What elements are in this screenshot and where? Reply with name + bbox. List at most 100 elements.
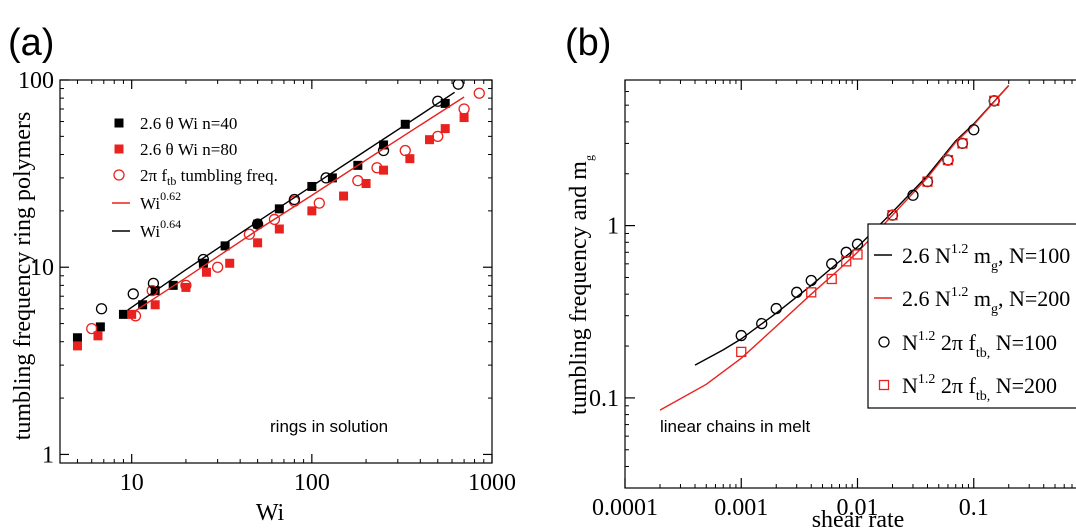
chart-b-series-3-point xyxy=(826,273,837,285)
chart-a-series-1-point xyxy=(253,238,263,248)
chart-b-ylabel: tumbling frequency and mg xyxy=(566,155,596,415)
chart-a-series-3-point xyxy=(377,144,390,157)
chart-b-legend-sup: 1.2 xyxy=(918,372,936,387)
chart-b-legend-a: 2.6 N xyxy=(902,243,951,268)
chart-a-xlabel: Wi xyxy=(256,500,285,526)
chart-a-series-0-point xyxy=(220,241,230,251)
chart-a-legend-label: 2.6 θ Wi n=80 xyxy=(140,140,237,159)
chart-a-series-3-point xyxy=(320,172,332,184)
chart-b-xlabel: shear rate xyxy=(812,507,905,530)
chart-b-legend-sup: 1.2 xyxy=(951,242,969,257)
chart-b-series-3-point xyxy=(736,346,747,358)
chart-b-legend-c: N=200 xyxy=(990,373,1057,398)
chart-b-legend-a: 2.6 N xyxy=(902,286,951,311)
chart-a-series-3-point xyxy=(432,95,444,107)
chart-a-series-1-point xyxy=(361,179,371,189)
chart-b-legend-sub: tb, xyxy=(976,346,990,361)
chart-a-legend-main: 2π f xyxy=(140,166,167,185)
chart-b-series-3-point xyxy=(841,256,852,267)
chart-b-legend-b: 2π f xyxy=(935,330,976,355)
chart-a-series-1-point xyxy=(459,113,469,123)
chart-a-series-3-point xyxy=(251,218,264,230)
chart-a-legend-main: Wi xyxy=(140,222,160,241)
chart-a-series-1-point xyxy=(127,309,137,319)
chart-a-plot-frame xyxy=(59,79,493,464)
chart-b-legend-label: 2.6 N1.2 mg, N=100 xyxy=(902,242,1070,274)
chart-b-x-tick-label: 0.001 xyxy=(714,495,768,521)
chart-b-x-tick-label: 0.0001 xyxy=(592,495,658,521)
chart-b-series-2-point xyxy=(805,274,817,287)
chart-b-legend-sub: tb, xyxy=(976,389,990,404)
chart-a-series-2-point xyxy=(180,279,192,292)
panel-a-label: (a) xyxy=(8,22,54,64)
chart-b-legend-label: 2.6 N1.2 mg, N=200 xyxy=(902,285,1070,317)
panel-b-label: (b) xyxy=(565,22,611,64)
chart-a-series-3-point xyxy=(288,193,301,206)
chart-b-legend-swatch xyxy=(878,379,890,391)
chart-b-ylabel-sub: g xyxy=(582,155,596,161)
chart-a-series-3-point xyxy=(197,253,210,266)
chart-b-x-tick-label: 0.1 xyxy=(959,495,989,521)
chart-b-series-2-point xyxy=(826,258,838,270)
chart-a-series-1-point xyxy=(339,191,349,201)
chart-a-series-0-point xyxy=(198,258,208,268)
chart-a-series-1-point xyxy=(379,165,389,175)
chart-a-series-1-point xyxy=(440,124,450,134)
chart-a-legend-label: Wi0.62 xyxy=(140,189,181,213)
chart-a-series-1-point xyxy=(181,282,191,292)
chart-a-series-1-point xyxy=(72,341,82,351)
chart-a-series-0-point xyxy=(72,333,82,343)
chart-a-series-2-point xyxy=(146,284,158,297)
chart-b-y-tick-label: 1 xyxy=(607,214,619,240)
chart-b-legend-sup: 1.2 xyxy=(918,329,936,344)
chart-b-legend-frame xyxy=(867,223,1076,409)
chart-b-series-2-point xyxy=(968,124,980,136)
chart-a-legend-label: 2π ftb tumbling freq. xyxy=(140,166,278,188)
chart-b-series-2-point xyxy=(956,137,969,150)
chart-a-series-2-point xyxy=(243,228,256,240)
chart-a-series-1-point xyxy=(405,154,415,164)
chart-b-y-tick-label: 0.1 xyxy=(589,386,619,412)
chart-a-legend-sub: tb xyxy=(167,174,176,188)
chart-b-legend-c: , N=100 xyxy=(998,243,1070,268)
chart-b-series-2-point xyxy=(851,238,864,250)
chart-b-legend-c: N=100 xyxy=(990,330,1057,355)
chart-a-series-3-point xyxy=(95,303,108,315)
chart-a-series-3-point xyxy=(452,80,464,90)
chart-b-annotation: linear chains in melt xyxy=(660,417,811,436)
chart-b-legend-c: , N=200 xyxy=(998,286,1070,311)
chart-a-legend: 2.6 θ Wi n=40 2.6 θ Wi n=80 2π ftb tumblin… xyxy=(112,114,278,241)
chart-b-series-0-line xyxy=(694,85,1010,366)
chart-b-legend-a: N xyxy=(902,330,918,355)
chart-a-x-tick-label: 100 xyxy=(294,470,330,496)
chart-a-series-3-point xyxy=(127,288,139,300)
chart-b-series-3-point xyxy=(806,287,817,298)
chart-a-series-4-line xyxy=(127,96,465,317)
chart-b-legend-swatch xyxy=(878,336,890,348)
chart-b-x-tick-label: 0.01 xyxy=(837,495,879,521)
chart-a-x-tick-label: 1000 xyxy=(468,470,516,496)
chart-b-legend-sub: g xyxy=(991,259,998,274)
chart-a-series-0-point xyxy=(327,173,337,183)
chart-a-series-1-point xyxy=(201,267,211,277)
chart-b-legend-a: N xyxy=(902,373,918,398)
chart-a-series-0-point xyxy=(118,309,128,319)
chart-b-series-2-point xyxy=(907,189,919,201)
chart-b-legend-b: m xyxy=(968,286,991,311)
chart-a-series-2-point xyxy=(313,197,325,209)
chart-b-series-group xyxy=(659,85,1010,411)
chart-a-series-2-point xyxy=(371,162,383,174)
chart-b-series-3-point xyxy=(957,138,968,149)
chart-b-legend-sub: g xyxy=(991,302,998,317)
chart-a-legend-main: Wi xyxy=(140,194,160,213)
chart-a-series-2-point xyxy=(268,213,281,226)
chart-a-series-2-point xyxy=(458,103,470,115)
chart-b-legend-b: 2π f xyxy=(935,373,976,398)
chart-a: Wi tumbling frequency ring polymers ring… xyxy=(10,68,516,526)
chart-a-series-1-point xyxy=(225,258,235,268)
chart-a-legend-swatch xyxy=(114,144,124,154)
chart-a-series-1-point xyxy=(274,224,284,234)
chart-a-x-tick-label: 10 xyxy=(120,470,144,496)
